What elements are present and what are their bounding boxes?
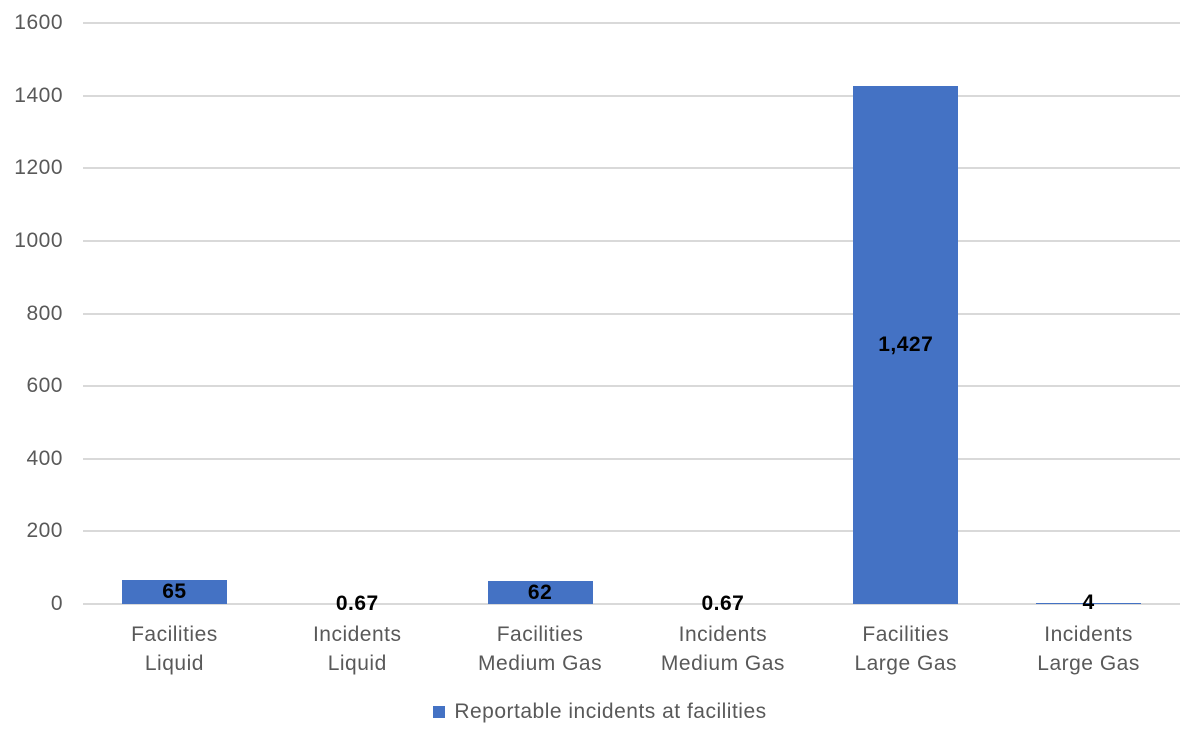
y-tick-label: 400 — [26, 446, 63, 470]
y-tick-label: 1200 — [14, 156, 63, 180]
gridline — [83, 385, 1180, 388]
gridline — [83, 457, 1180, 460]
y-tick-label: 1600 — [14, 11, 63, 34]
category-label-line2: Large Gas — [1037, 652, 1140, 675]
bar-data-label: 1,427 — [878, 332, 934, 356]
y-tick-label: 1000 — [14, 228, 63, 252]
bar-data-label: 0.67 — [701, 592, 745, 615]
category-label-line2: Medium Gas — [660, 652, 785, 675]
category-label-line2: Liquid — [327, 652, 387, 675]
category-label: Facilities Medium Gas — [449, 620, 632, 678]
category-label-line1: Incidents — [312, 623, 402, 646]
y-tick-label: 200 — [26, 519, 63, 543]
category-label-line1: Incidents — [1044, 623, 1133, 646]
category-label: Facilities Liquid — [83, 620, 266, 678]
category-label: Incidents Large Gas — [997, 620, 1180, 678]
category-label: Incidents Liquid — [266, 620, 449, 678]
y-tick-label: 600 — [26, 374, 63, 398]
category-label-line2: Large Gas — [854, 652, 958, 675]
legend-label: Reportable incidents at facilities — [454, 700, 767, 723]
category-label-line1: Facilities — [862, 623, 950, 646]
gridline — [83, 530, 1180, 533]
bar — [1036, 602, 1142, 604]
bar — [121, 580, 227, 604]
bar-data-label: 62 — [527, 580, 553, 604]
category-label: Incidents Medium Gas — [632, 620, 815, 678]
gridline — [83, 312, 1180, 315]
legend: Reportable incidents at facilities — [0, 700, 1200, 724]
y-tick-label: 800 — [26, 301, 63, 325]
category-label-line1: Facilities — [131, 623, 218, 646]
category-label-line2: Liquid — [144, 652, 204, 675]
bar-data-label: 0.67 — [335, 592, 379, 615]
category-label-line1: Incidents — [678, 623, 768, 646]
category-label: Facilities Large Gas — [814, 620, 997, 678]
y-tick-label: 0 — [50, 592, 63, 615]
bar-data-label: 4 — [1082, 591, 1095, 615]
y-tick-label: 1400 — [14, 83, 63, 107]
legend-swatch-icon — [433, 706, 446, 718]
bar-data-label: 65 — [162, 580, 187, 604]
bar — [853, 85, 959, 604]
gridline — [83, 22, 1180, 24]
gridline — [83, 239, 1180, 242]
gridline — [83, 94, 1180, 97]
category-label-line2: Medium Gas — [478, 652, 603, 675]
gridline — [83, 603, 1180, 605]
gridline — [83, 167, 1180, 170]
category-label-line1: Facilities — [496, 623, 584, 646]
bar — [487, 581, 593, 604]
